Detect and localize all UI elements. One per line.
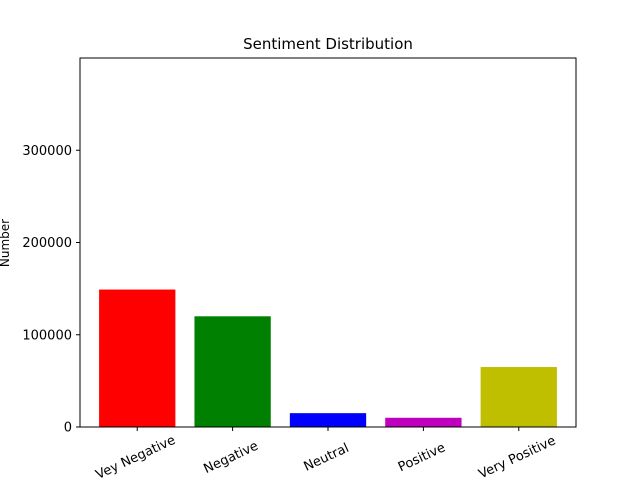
y-axis-label: Number	[0, 219, 12, 267]
y-tick-label: 200000	[22, 236, 72, 251]
y-tick-label: 300000	[22, 144, 72, 159]
y-ticks: 0 100000 200000 300000	[22, 144, 80, 436]
bars-layer	[99, 289, 557, 427]
x-ticks: Vey Negative Negative Neutral Positive Very …	[94, 427, 558, 480]
bar-0	[99, 289, 176, 427]
x-tick-label: Vey Negative	[94, 433, 178, 480]
x-tick-label: Positive	[396, 440, 448, 475]
bar-4	[480, 367, 557, 427]
chart-title: Sentiment Distribution	[243, 35, 413, 53]
x-tick-label: Negative	[202, 439, 261, 477]
bar-1	[194, 316, 271, 427]
bar-2	[289, 413, 367, 427]
x-tick-label: Very Positive	[476, 433, 558, 480]
x-tick-label: Neutral	[302, 441, 352, 475]
bar-3	[385, 417, 462, 427]
y-tick-label: 100000	[22, 328, 72, 343]
plot-frame	[79, 57, 577, 428]
y-tick-label: 0	[64, 421, 72, 436]
